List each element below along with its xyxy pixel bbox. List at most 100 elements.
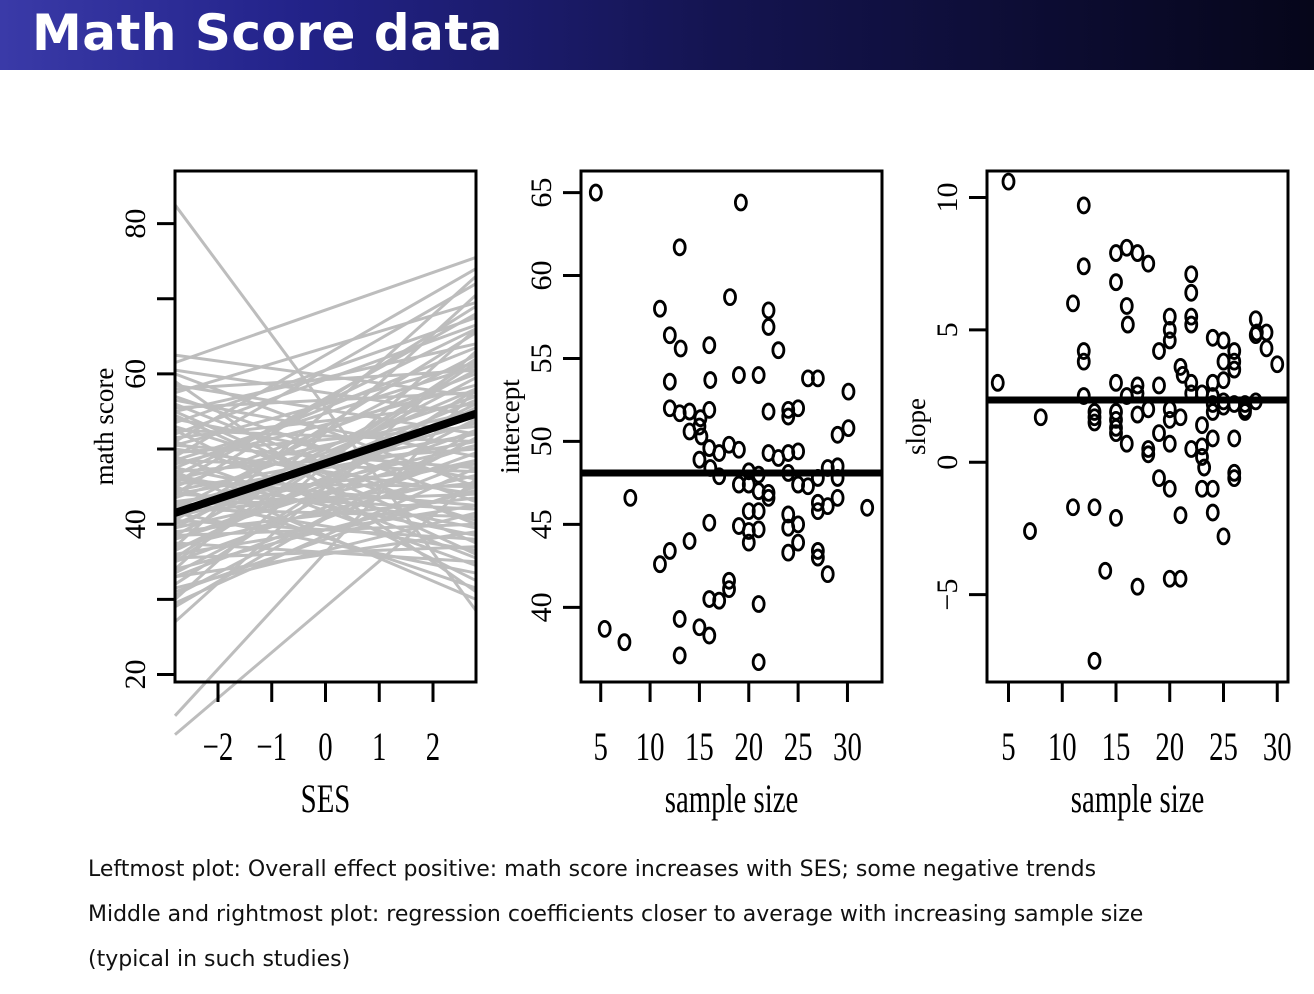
data-point (761, 318, 776, 336)
data-point (1205, 503, 1220, 522)
x-axis-title: sample size (665, 776, 799, 821)
data-point (588, 183, 603, 202)
data-point (712, 591, 727, 610)
school-line (174, 323, 477, 436)
data-point (1216, 371, 1231, 390)
data-point (781, 518, 796, 537)
data-point (1130, 376, 1145, 395)
data-point (751, 653, 766, 671)
school-line (174, 443, 477, 541)
school-line (174, 466, 477, 530)
data-point (1205, 429, 1220, 448)
school-line (174, 443, 477, 470)
x-tick-label: 10 (1048, 724, 1077, 769)
data-point (1119, 434, 1134, 453)
x-tick-label: 30 (1263, 724, 1292, 769)
data-point (1152, 424, 1166, 443)
data-point (1098, 561, 1113, 580)
data-point (1001, 172, 1016, 191)
data-point (1238, 403, 1252, 421)
data-point (1130, 244, 1145, 262)
data-point (751, 595, 766, 613)
data-point (1109, 508, 1123, 527)
data-point (672, 646, 687, 665)
data-point (1087, 413, 1102, 432)
data-point (781, 505, 796, 524)
data-point (722, 571, 736, 590)
scatter-points (990, 172, 1285, 670)
x-axis-title: sample size (1071, 776, 1205, 821)
data-point (830, 425, 845, 444)
school-line (174, 477, 477, 736)
school-line (174, 398, 477, 459)
data-point (1205, 328, 1220, 347)
x-tick-label: −2 (203, 724, 234, 769)
data-point (702, 401, 717, 419)
x-tick-label: 30 (833, 724, 862, 769)
data-point (1109, 244, 1123, 262)
panel-1: −2 −1 0 1 2 20 40 60 80 SES math score (89, 169, 478, 821)
data-point (722, 580, 736, 598)
data-point (761, 402, 776, 421)
x-tick-label: 2 (426, 724, 440, 769)
mean-regression-line (173, 409, 478, 517)
data-point (1173, 358, 1188, 376)
data-point (810, 502, 825, 521)
data-point (860, 498, 875, 517)
data-point (1184, 315, 1199, 334)
data-point (672, 238, 687, 257)
data-point (1087, 651, 1102, 670)
data-point (781, 543, 796, 562)
data-point (1205, 373, 1220, 392)
data-point (771, 341, 786, 360)
y-tick-label: 60 (119, 359, 152, 389)
data-point (662, 542, 677, 560)
data-point (841, 382, 856, 401)
school-line (174, 372, 477, 489)
data-point (673, 339, 688, 358)
data-point (820, 565, 835, 584)
school-line (174, 455, 477, 567)
title-bar: Math Score data (0, 0, 1314, 70)
x-tick-label: 5 (594, 724, 608, 769)
x-tick-label: 20 (734, 724, 763, 769)
data-point (1195, 448, 1209, 466)
data-point (702, 626, 717, 645)
y-axis-title: math score (89, 368, 119, 486)
scatter-points (588, 183, 875, 671)
data-point (761, 488, 776, 507)
data-point (1076, 342, 1091, 360)
data-point (682, 402, 697, 421)
data-point (1162, 410, 1177, 429)
data-point (830, 488, 845, 507)
data-point (653, 555, 667, 574)
data-point (623, 488, 638, 507)
data-point (1119, 297, 1134, 315)
data-point (1270, 355, 1285, 374)
x-tick-label: 25 (1209, 724, 1238, 769)
data-point (1152, 376, 1166, 395)
data-point (1173, 506, 1188, 525)
school-lines (173, 203, 478, 736)
data-point (1109, 424, 1123, 443)
data-point (810, 369, 825, 388)
y-tick-label: 65 (525, 178, 558, 208)
school-line (174, 492, 477, 507)
data-point (751, 502, 766, 521)
plot-frame (985, 169, 1290, 684)
data-point (733, 193, 748, 212)
panel-2: 5 10 15 20 25 30 40 45 50 55 60 65 sample size interc… (495, 169, 884, 821)
y-tick-label: 10 (931, 182, 964, 212)
data-point (1216, 527, 1231, 546)
data-point (810, 542, 825, 560)
y-tick-label: 60 (525, 261, 558, 291)
data-point (692, 450, 707, 469)
data-point (1173, 408, 1188, 427)
data-point (1109, 373, 1123, 392)
x-axis-title: SES (301, 776, 351, 821)
school-line (174, 331, 477, 522)
x-tick-label: 0 (318, 724, 332, 769)
data-point (1076, 387, 1091, 405)
data-point (702, 336, 717, 355)
school-line (174, 256, 477, 365)
